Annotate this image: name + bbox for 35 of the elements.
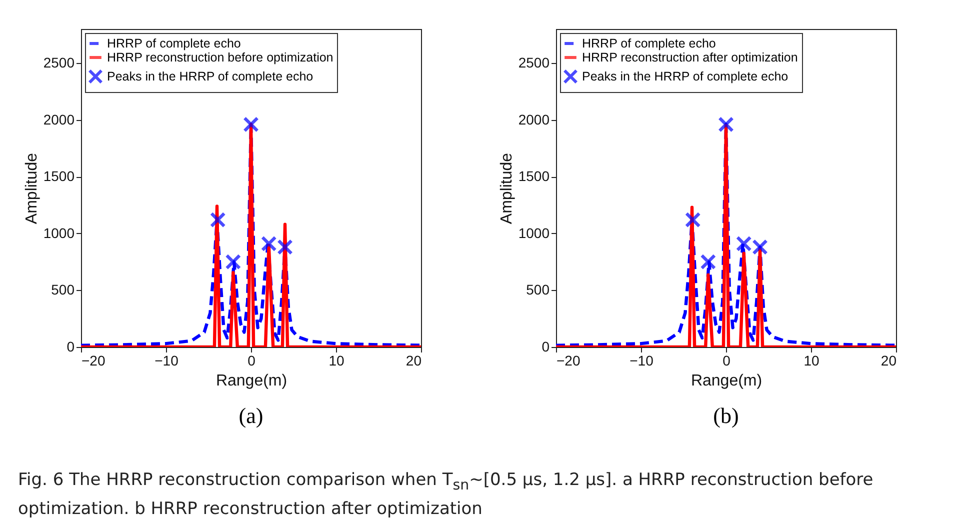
y-tick-label: 1000 [518, 224, 550, 241]
legend-label: HRRP of complete echo [582, 36, 716, 50]
legend-label: HRRP of complete echo [107, 36, 241, 50]
x-tick-label: 10 [804, 352, 820, 368]
x-tick-label: −20 [82, 352, 106, 368]
y-tick-label: 500 [51, 282, 75, 298]
legend-label: HRRP reconstruction before optimization [107, 50, 334, 64]
y-tick-label: 0 [542, 338, 550, 354]
legend-label: Peaks in the HRRP of complete echo [107, 70, 314, 84]
legend-label: HRRP reconstruction after optimization [582, 50, 798, 64]
x-tick-label: −10 [154, 352, 179, 368]
caption: Fig. 6 The HRRP reconstruction comparison when T$_{sn}$~[0.5 μs, 1.2 μs]. a HRRP reconstruction before optimization. b HRRP reconstruction after optimization [18, 469, 874, 522]
x-tick-label: 0 [722, 352, 731, 368]
x-tick-label: −10 [630, 352, 654, 368]
text: (a) [238, 403, 264, 428]
y-tick-label: 1500 [518, 168, 550, 184]
x-tick-label: 20 [406, 352, 422, 368]
y-tick-label: 0 [66, 338, 75, 354]
y-tick-label: 1500 [43, 168, 75, 184]
y-tick-label: 2500 [518, 54, 550, 71]
y-axis-title: Amplitude [23, 152, 40, 224]
x-tick-label: 0 [248, 352, 256, 368]
y-tick-label: 2000 [43, 111, 75, 128]
y-tick-label: 500 [526, 282, 550, 298]
y-tick-label: 1000 [43, 224, 75, 241]
legend-label: Peaks in the HRRP of complete echo [582, 70, 788, 84]
x-tick-label: 20 [880, 352, 897, 368]
x-tick-label: −20 [556, 352, 580, 368]
y-tick-label: 2000 [518, 111, 550, 128]
y-tick-label: 2500 [43, 54, 75, 71]
x-axis-title: Range(m) [216, 372, 288, 390]
x-tick-label: 10 [328, 352, 344, 368]
text: (b) [713, 403, 739, 428]
x-axis-title: Range(m) [690, 372, 762, 390]
y-axis-title: Amplitude [498, 152, 516, 224]
